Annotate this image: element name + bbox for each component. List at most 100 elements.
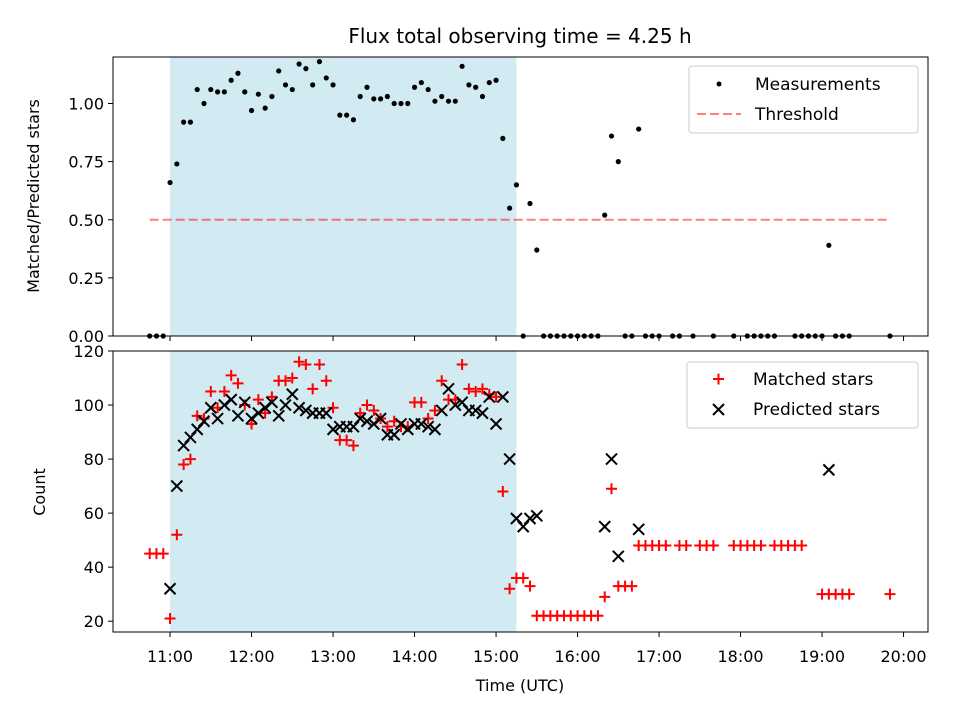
- matched-stars-point: [246, 418, 258, 430]
- predicted-stars-point: [605, 452, 618, 466]
- matched-stars-point: [755, 540, 767, 552]
- matched-stars-point: [266, 391, 278, 403]
- legend-label-measurements: Measurements: [755, 75, 881, 95]
- matched-stars-point: [606, 483, 618, 495]
- measurements-point: [221, 89, 227, 95]
- measurements-point: [452, 98, 458, 104]
- matched-stars-point: [415, 396, 427, 408]
- measurements-point: [466, 82, 472, 88]
- measurements-point: [405, 100, 411, 107]
- predicted-stars-point: [632, 523, 645, 536]
- top-observing-window-span: [170, 57, 517, 336]
- bottom-data-marks: [144, 356, 896, 624]
- measurements-point: [330, 82, 336, 88]
- measurements-point: [255, 91, 261, 97]
- bot-y-tick-label: 120: [73, 342, 104, 361]
- predicted-stars-point: [483, 390, 496, 404]
- top-y-tick-label: 1.00: [68, 95, 104, 114]
- measurements-point: [608, 133, 615, 139]
- matched-stars-point: [293, 356, 305, 368]
- measurements-point: [242, 89, 248, 95]
- matched-stars-point: [843, 588, 855, 600]
- measurements-point: [527, 200, 533, 207]
- measurements-point: [391, 100, 397, 107]
- legend-swatch-measurements: [716, 81, 722, 87]
- measurements-point: [323, 75, 329, 81]
- top-y-tick-label: 0.50: [68, 211, 104, 230]
- top-y-axis-ticks: 0.00 0.25 0.50 0.75 1.00: [68, 95, 113, 346]
- measurements-point: [636, 126, 642, 132]
- measurements-point: [445, 98, 452, 104]
- measurements-point: [357, 93, 363, 100]
- predicted-stars-point: [224, 393, 238, 406]
- matched-stars-point: [884, 588, 896, 600]
- measurements-point: [289, 86, 295, 93]
- measurements-point: [486, 79, 492, 86]
- measurements-point: [310, 82, 316, 88]
- measurements-point: [418, 79, 424, 86]
- matched-stars-point: [524, 580, 536, 592]
- predicted-stars-point: [374, 412, 387, 425]
- top-panel: 0.00 0.25 0.50 0.75 1.00 Matched/Predicted s…: [24, 56, 929, 346]
- measurements-point: [296, 61, 302, 67]
- measurements-point: [167, 179, 173, 186]
- predicted-stars-point: [354, 412, 367, 425]
- measurements-point: [459, 63, 465, 69]
- measurements-point: [282, 82, 289, 88]
- bottom-observing-window-span: [170, 351, 517, 632]
- matched-stars-point: [490, 391, 502, 403]
- matched-stars-point: [497, 486, 509, 497]
- predicted-stars-point: [612, 550, 625, 563]
- bot-y-tick-label: 100: [73, 396, 104, 415]
- top-legend-box: [688, 65, 919, 134]
- chart-title: Flux total observing time = 4.25 h: [348, 24, 691, 48]
- matched-stars-point: [660, 540, 672, 552]
- legend-swatch-predicted-stars: [712, 403, 725, 416]
- legend-label-matched-stars: Matched stars: [753, 370, 873, 390]
- matched-stars-point: [313, 359, 325, 371]
- matched-stars-point: [341, 434, 353, 446]
- predicted-stars-point: [299, 404, 313, 417]
- predicted-stars-point: [286, 388, 299, 401]
- predicted-stars-point: [387, 428, 401, 441]
- predicted-stars-point: [204, 401, 218, 414]
- bot-y-tick-label: 60: [84, 504, 104, 523]
- measurements-point: [411, 84, 418, 90]
- measurements-point: [507, 205, 513, 211]
- bottom-axes-frame: [112, 350, 929, 633]
- matched-stars-point: [707, 540, 719, 552]
- measurements-point: [344, 112, 350, 118]
- x-tick-label: 12:00: [228, 647, 274, 666]
- measurements-point: [473, 84, 479, 90]
- matched-stars-point: [599, 591, 611, 603]
- matched-stars-point: [327, 402, 339, 414]
- matched-stars-point: [470, 386, 482, 398]
- matched-stars-point: [381, 421, 393, 433]
- matched-stars-point: [218, 386, 230, 398]
- matched-stars-point: [191, 410, 203, 422]
- predicted-stars-point: [326, 423, 340, 436]
- measurements-point: [235, 70, 241, 76]
- predicted-stars-point: [822, 463, 836, 477]
- measurements-point: [208, 86, 214, 93]
- matched-stars-point: [307, 383, 319, 395]
- predicted-stars-point: [421, 420, 435, 433]
- predicted-stars-point: [449, 398, 462, 412]
- matched-stars-point: [164, 612, 176, 624]
- bottom-x-axis-ticks: 11:00 12:00 13:00 14:00 15:00 16:00 17:00 18:00…: [147, 632, 927, 666]
- measurements-point: [439, 93, 445, 100]
- legend-label-threshold: Threshold: [754, 105, 839, 125]
- measurements-point: [181, 119, 187, 125]
- predicted-stars-point: [469, 404, 482, 417]
- top-y-tick-label: 0.25: [68, 269, 104, 288]
- x-tick-label: 19:00: [799, 647, 845, 666]
- bot-y-tick-label: 20: [84, 612, 104, 631]
- measurements-point: [384, 93, 390, 100]
- predicted-stars-point: [163, 582, 177, 595]
- measurements-point: [500, 135, 506, 141]
- measurements-point: [615, 159, 621, 165]
- predicted-stars-point: [197, 415, 211, 428]
- x-tick-label: 13:00: [310, 647, 356, 666]
- x-tick-label: 15:00: [473, 647, 519, 666]
